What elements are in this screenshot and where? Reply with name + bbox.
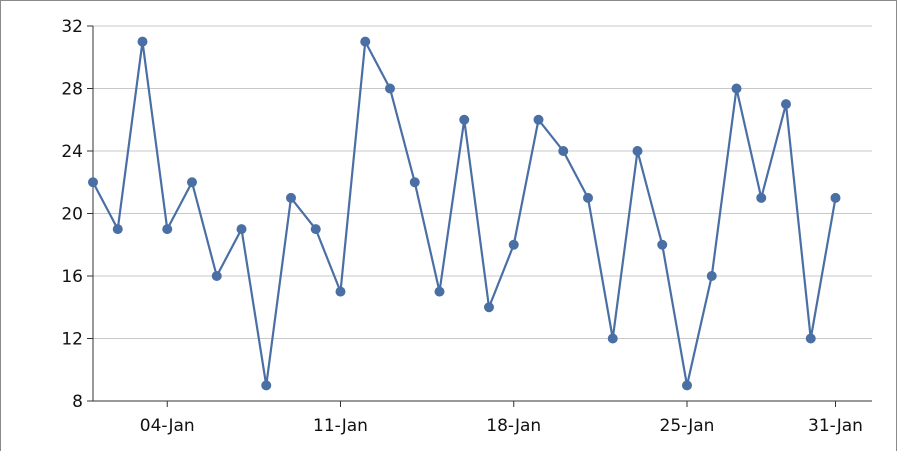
data-point [385, 83, 395, 94]
data-point [137, 36, 148, 47]
data-point [756, 192, 767, 203]
x-tick-label: 31-Jan [808, 416, 863, 436]
y-tick-label: 20 [61, 205, 83, 225]
data-point [558, 146, 569, 156]
data-point [211, 271, 222, 281]
data-point [434, 286, 445, 297]
data-point [781, 99, 791, 110]
data-point [632, 146, 643, 156]
data-point [830, 192, 841, 203]
data-point [360, 36, 371, 47]
data-point [682, 380, 692, 391]
data-point [112, 224, 123, 235]
data-point [310, 224, 321, 235]
data-point [508, 239, 519, 250]
data-point [657, 239, 668, 250]
axis-layer: 8 12 16 20 24 28 32 04-Jan 11-Jan 18-Jan 25-Jan 31-… [61, 17, 872, 436]
series-layer [88, 36, 841, 391]
data-point [484, 302, 494, 313]
data-point [533, 114, 544, 125]
data-point [236, 224, 247, 235]
x-tick-label: 25-Jan [660, 416, 715, 436]
data-point [459, 114, 470, 125]
data-point [409, 177, 420, 188]
y-tick-label: 8 [72, 392, 83, 412]
data-point [706, 271, 717, 281]
data-point [805, 333, 816, 344]
data-point [607, 333, 618, 344]
x-tick-label: 04-Jan [140, 416, 195, 436]
data-point [335, 286, 346, 297]
data-point [583, 192, 593, 203]
data-point [88, 177, 98, 188]
y-tick-label: 28 [61, 80, 83, 100]
y-tick-label: 32 [61, 17, 83, 37]
data-point [261, 380, 272, 391]
data-point [187, 177, 197, 188]
grid-layer [93, 25, 872, 339]
data-point [731, 83, 742, 94]
y-tick-label: 16 [61, 267, 83, 287]
data-point [162, 224, 173, 235]
y-tick-label: 24 [61, 142, 83, 162]
y-tick-label: 12 [61, 330, 83, 350]
data-point [286, 192, 296, 203]
x-tick-label: 11-Jan [313, 416, 368, 436]
x-tick-label: 18-Jan [486, 416, 541, 436]
